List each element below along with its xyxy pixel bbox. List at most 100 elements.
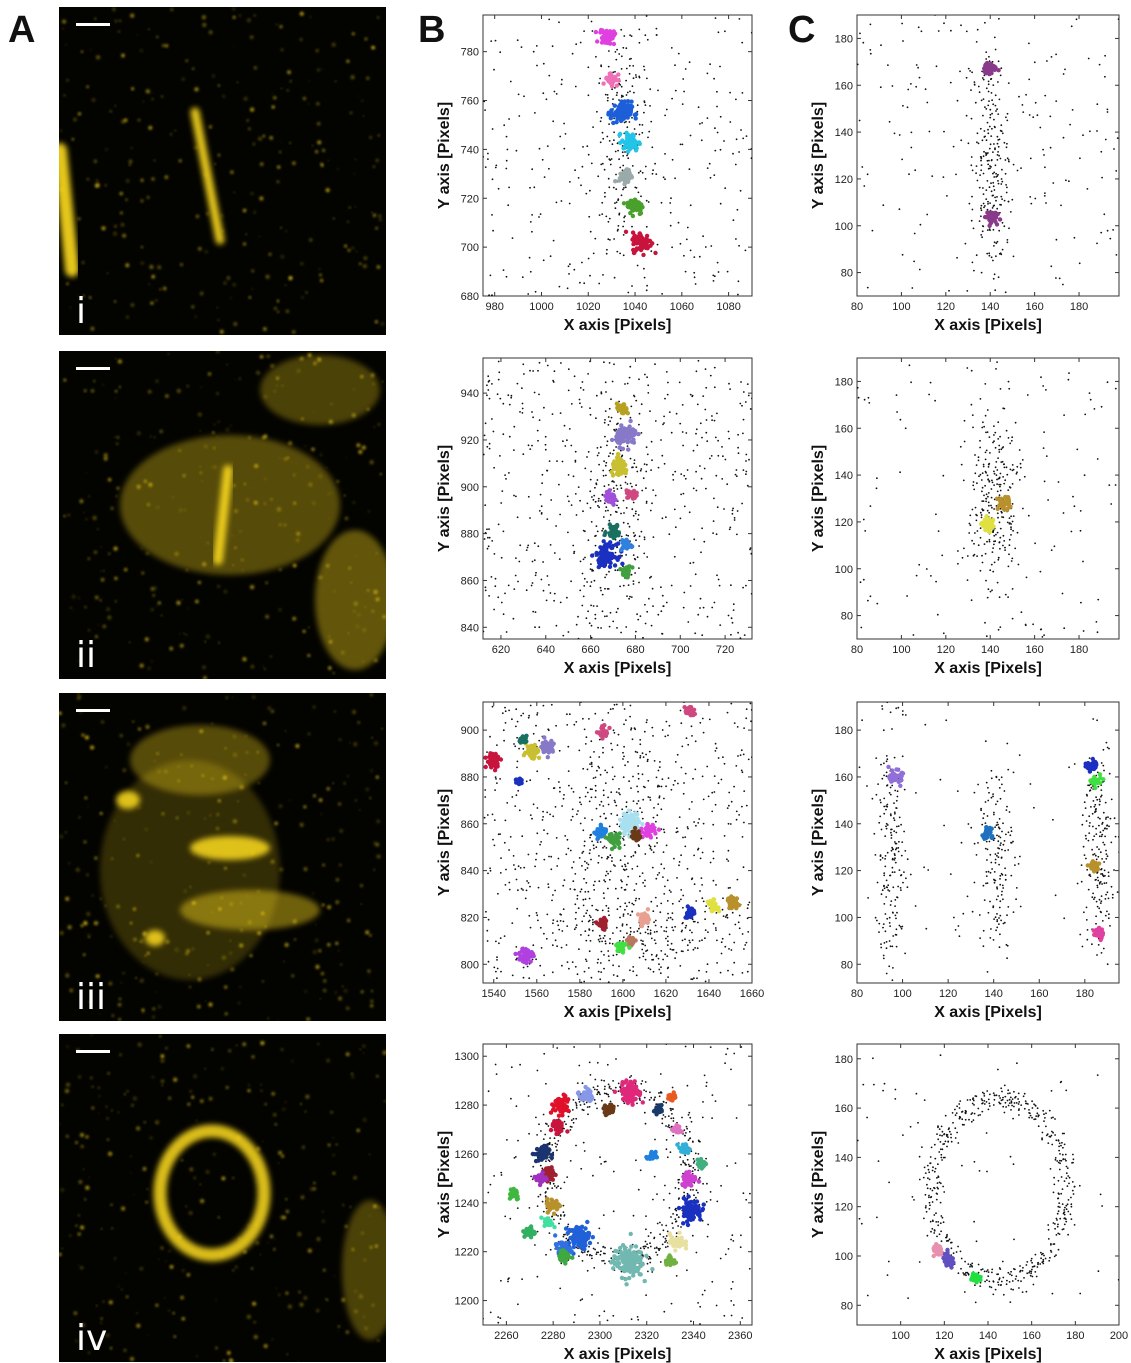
data-point xyxy=(648,131,650,133)
data-point xyxy=(639,535,641,537)
data-point xyxy=(589,190,591,192)
speckle xyxy=(341,651,344,654)
speckle xyxy=(262,1141,263,1142)
data-point xyxy=(1008,388,1010,390)
data-point xyxy=(531,818,533,820)
data-point xyxy=(728,615,730,617)
data-point xyxy=(570,850,572,852)
data-point xyxy=(547,728,549,730)
data-point xyxy=(729,388,731,390)
data-point xyxy=(627,876,629,878)
data-point xyxy=(993,434,995,436)
data-point xyxy=(615,51,617,53)
speckle xyxy=(165,940,169,944)
speckle xyxy=(74,1311,78,1315)
data-point xyxy=(566,439,568,441)
data-point xyxy=(635,76,637,78)
speckle xyxy=(208,372,211,375)
speckle xyxy=(161,95,163,97)
data-point xyxy=(685,432,687,434)
speckle xyxy=(257,890,260,893)
data-point xyxy=(487,158,489,160)
data-point xyxy=(582,829,584,831)
data-point xyxy=(618,158,620,160)
speckle xyxy=(209,30,213,34)
data-point xyxy=(580,184,582,186)
speckle xyxy=(329,665,330,666)
data-point xyxy=(971,71,973,73)
data-point xyxy=(980,570,982,572)
data-point xyxy=(556,945,558,947)
data-point xyxy=(649,844,651,846)
speckle xyxy=(321,972,324,975)
data-point xyxy=(998,557,1000,559)
data-point xyxy=(612,453,614,455)
speckle xyxy=(248,920,252,924)
data-point xyxy=(582,146,584,148)
data-point xyxy=(603,813,605,815)
data-point xyxy=(1008,82,1010,84)
data-point xyxy=(600,141,602,143)
data-point xyxy=(625,719,627,721)
data-point xyxy=(565,853,567,855)
cluster-point xyxy=(603,562,607,566)
data-point xyxy=(636,803,638,805)
data-point xyxy=(496,959,498,961)
data-point xyxy=(625,806,627,808)
speckle xyxy=(233,819,237,823)
speckle xyxy=(352,1248,355,1251)
speckle xyxy=(111,858,113,860)
data-point xyxy=(590,563,592,565)
data-point xyxy=(552,919,554,921)
speckle xyxy=(251,288,253,290)
data-point xyxy=(604,616,606,618)
speckle xyxy=(182,706,186,710)
data-point xyxy=(609,218,611,220)
speckle xyxy=(101,720,104,723)
data-point xyxy=(507,149,509,151)
speckle xyxy=(357,721,360,724)
data-point xyxy=(972,509,974,511)
speckle xyxy=(98,624,99,625)
data-point xyxy=(636,786,638,788)
speckle xyxy=(129,642,130,643)
data-point xyxy=(981,272,983,274)
data-point xyxy=(997,532,999,534)
data-point xyxy=(635,539,637,541)
data-point xyxy=(718,579,720,581)
speckle xyxy=(362,660,364,662)
speckle xyxy=(338,1331,339,1332)
data-point xyxy=(513,855,515,857)
data-point xyxy=(489,736,491,738)
data-point xyxy=(671,246,673,248)
data-point xyxy=(651,625,653,627)
data-point xyxy=(976,520,978,522)
speckle xyxy=(291,462,292,463)
data-point xyxy=(603,361,605,363)
data-point xyxy=(1002,222,1004,224)
speckle xyxy=(205,1170,209,1174)
data-point xyxy=(690,250,692,252)
speckle xyxy=(338,802,341,805)
data-point xyxy=(606,858,608,860)
data-point xyxy=(982,562,984,564)
data-point xyxy=(494,845,496,847)
data-point xyxy=(583,389,585,391)
data-point xyxy=(687,227,689,229)
data-point xyxy=(1068,180,1070,182)
data-point xyxy=(604,588,606,590)
data-point xyxy=(742,587,744,589)
data-point xyxy=(614,202,616,204)
speckle xyxy=(104,457,108,461)
speckle xyxy=(209,125,212,128)
data-point xyxy=(991,589,993,591)
speckle xyxy=(159,1035,161,1037)
data-point xyxy=(714,420,716,422)
data-point xyxy=(988,91,990,93)
data-point xyxy=(612,143,614,145)
cluster-point xyxy=(624,431,628,435)
speckle xyxy=(245,234,246,235)
data-point xyxy=(985,198,987,200)
data-point xyxy=(633,904,635,906)
data-point xyxy=(911,132,913,134)
